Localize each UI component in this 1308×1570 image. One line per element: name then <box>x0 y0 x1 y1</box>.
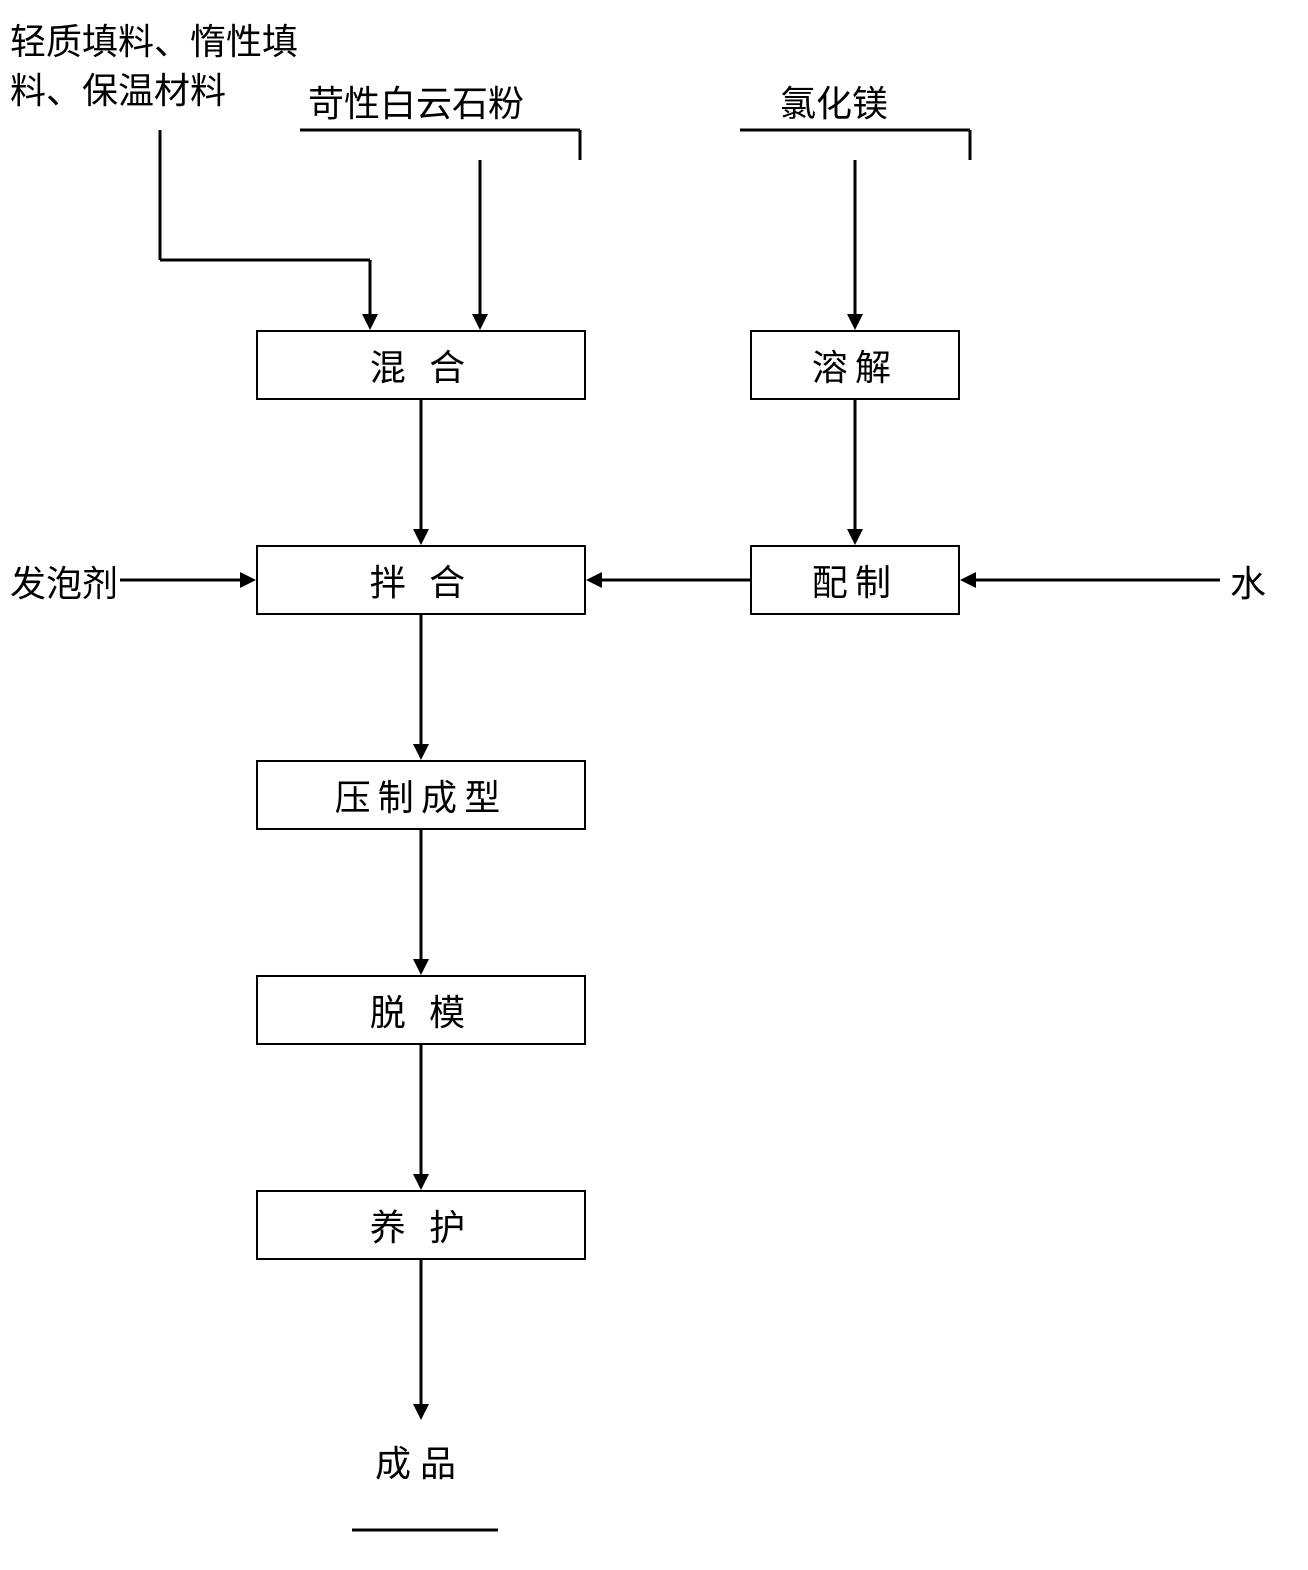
label-filler-input: 轻质填料、惰性填 料、保温材料 <box>10 18 298 115</box>
box-demold: 脱 模 <box>256 975 586 1045</box>
box-knead: 拌 合 <box>256 545 586 615</box>
box-prepare-text: 配制 <box>812 554 898 606</box>
label-water-input: 水 <box>1230 560 1266 609</box>
box-cure: 养 护 <box>256 1190 586 1260</box>
box-demold-text: 脱 模 <box>370 984 473 1036</box>
box-mix-text: 混 合 <box>370 339 473 391</box>
box-knead-text: 拌 合 <box>370 554 473 606</box>
label-mgcl-input: 氯化镁 <box>780 80 888 129</box>
box-mix: 混 合 <box>256 330 586 400</box>
label-dolomite-input: 苛性白云石粉 <box>308 80 524 129</box>
box-press-text: 压制成型 <box>335 769 508 821</box>
flowchart-arrows <box>0 0 1308 1570</box>
label-foaming-input: 发泡剂 <box>10 560 118 609</box>
box-dissolve-text: 溶解 <box>812 339 898 391</box>
box-press: 压制成型 <box>256 760 586 830</box>
flowchart-canvas: 轻质填料、惰性填 料、保温材料 苛性白云石粉 氯化镁 发泡剂 水 成 品 混 合… <box>0 0 1308 1570</box>
box-dissolve: 溶解 <box>750 330 960 400</box>
label-product-output: 成 品 <box>375 1440 456 1489</box>
box-cure-text: 养 护 <box>370 1199 473 1251</box>
box-prepare: 配制 <box>750 545 960 615</box>
